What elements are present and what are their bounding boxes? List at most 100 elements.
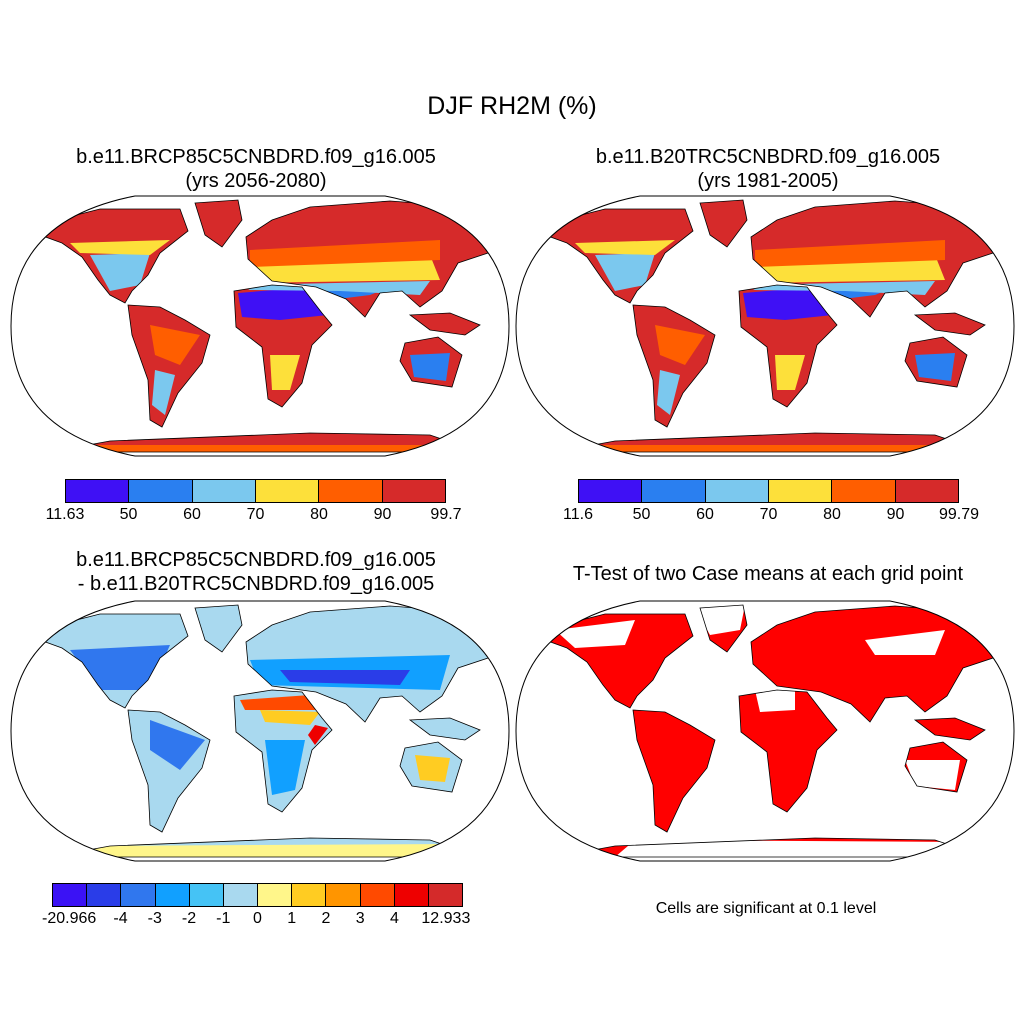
colorbar-label: 1 bbox=[287, 910, 297, 927]
colorbar-label: 80 bbox=[310, 506, 328, 523]
value-region bbox=[743, 287, 833, 320]
map-panel-4 bbox=[515, 600, 1015, 862]
panel1-title-line1: b.e11.BRCP85C5CNBDRD.f09_g16.005 bbox=[76, 146, 436, 168]
value-region bbox=[240, 695, 315, 710]
value-region bbox=[755, 240, 945, 267]
map-boundary bbox=[515, 600, 1015, 862]
coastline-australia bbox=[399, 741, 463, 793]
coastline-namerica bbox=[544, 208, 694, 304]
land-seasia bbox=[915, 718, 985, 740]
colorbar-box bbox=[192, 480, 256, 502]
colorbar-label: 70 bbox=[759, 506, 778, 523]
value-region bbox=[308, 725, 328, 745]
colorbar-box bbox=[428, 884, 463, 906]
colorbar-box bbox=[579, 480, 643, 502]
coastline-namerica bbox=[544, 613, 694, 709]
land-greenland bbox=[195, 200, 242, 247]
colorbar-box bbox=[326, 884, 361, 906]
colorbar-box bbox=[258, 884, 293, 906]
colorbar-box bbox=[832, 480, 896, 502]
colorbar-box bbox=[319, 480, 383, 502]
colorbar-box bbox=[223, 884, 259, 906]
colorbar-label: 12.933 bbox=[421, 910, 471, 927]
colorbar-label: 99.79 bbox=[938, 506, 980, 523]
colorbar-box bbox=[87, 884, 122, 906]
value-region bbox=[750, 255, 945, 283]
colorbar-2 bbox=[578, 479, 959, 503]
value-region bbox=[238, 287, 328, 320]
value-region bbox=[265, 740, 305, 795]
colorbar-label: 80 bbox=[823, 506, 841, 523]
value-region bbox=[865, 630, 945, 655]
colorbar-label: 99.7 bbox=[430, 506, 462, 523]
panel3-title: b.e11.BRCP85C5CNBDRD.f09_g16.005 - b.e11… bbox=[76, 548, 436, 596]
colorbar-box bbox=[382, 480, 445, 502]
colorbar-box bbox=[292, 884, 327, 906]
value-region bbox=[555, 620, 635, 648]
land-seasia bbox=[410, 313, 480, 335]
colorbar-box bbox=[705, 480, 769, 502]
colorbar-label: 90 bbox=[373, 506, 392, 523]
land-samerica bbox=[633, 305, 715, 427]
value-region bbox=[70, 240, 170, 255]
coastline-samerica bbox=[632, 304, 716, 428]
land-greenland bbox=[195, 605, 242, 652]
panel3-title-line1: b.e11.BRCP85C5CNBDRD.f09_g16.005 bbox=[76, 549, 436, 571]
colorbar-label: 2 bbox=[321, 910, 331, 927]
colorbar-label: 60 bbox=[183, 506, 201, 523]
coastline-seasia bbox=[913, 717, 986, 741]
value-region bbox=[250, 240, 440, 267]
coastline-africa bbox=[738, 284, 838, 408]
significance-note: Cells are significant at 0.1 level bbox=[655, 900, 877, 917]
colorbar-label: 4 bbox=[390, 910, 399, 927]
panel3-title-line2: - b.e11.B20TRC5CNBDRD.f09_g16.005 bbox=[77, 573, 435, 595]
land-africa bbox=[739, 690, 837, 812]
colorbar-3 bbox=[52, 883, 463, 907]
coastline-africa bbox=[233, 284, 333, 408]
colorbar-1 bbox=[65, 479, 446, 503]
value-region bbox=[657, 370, 680, 415]
panel1-title-line2: (yrs 2056-2080) bbox=[185, 170, 327, 192]
value-region bbox=[775, 355, 805, 390]
colorbar-box bbox=[53, 884, 88, 906]
value-region bbox=[915, 353, 955, 381]
colorbar-label: -3 bbox=[147, 910, 162, 927]
value-region bbox=[245, 255, 440, 283]
coastline-eurasia bbox=[245, 200, 503, 318]
colorbar-box bbox=[642, 480, 706, 502]
value-region bbox=[70, 645, 170, 690]
value-region bbox=[150, 720, 205, 770]
colorbar-label: -1 bbox=[216, 910, 231, 927]
value-region bbox=[595, 253, 655, 291]
coastline-australia bbox=[904, 336, 968, 388]
coastline-greenland bbox=[194, 604, 243, 653]
colorbar-box bbox=[155, 884, 190, 906]
value-region bbox=[415, 755, 450, 782]
coastline-seasia bbox=[408, 312, 481, 336]
panel4-title: T-Test of two Case means at each grid po… bbox=[573, 562, 963, 586]
colorbar-box bbox=[768, 480, 833, 502]
value-region bbox=[615, 840, 985, 857]
panel2-title-line1: b.e11.B20TRC5CNBDRD.f09_g16.005 bbox=[595, 146, 941, 168]
colorbar-box bbox=[394, 884, 429, 906]
value-region bbox=[695, 605, 745, 635]
value-region bbox=[150, 325, 200, 365]
colorbar-box bbox=[66, 480, 130, 502]
coastline-seasia bbox=[913, 312, 986, 336]
colorbar-label: -20.966 bbox=[41, 910, 97, 927]
value-region bbox=[555, 445, 985, 452]
coastline-australia bbox=[904, 741, 968, 793]
colorbar-label: 11.63 bbox=[45, 506, 85, 523]
value-region bbox=[280, 670, 410, 685]
colorbar-box bbox=[129, 480, 193, 502]
value-region bbox=[260, 710, 320, 725]
panel4-title-line1: T-Test of two Case means at each grid po… bbox=[572, 563, 964, 585]
figure-title: DJF RH2M (%) bbox=[427, 92, 597, 120]
coastline-samerica bbox=[632, 709, 716, 833]
colorbar-box bbox=[189, 884, 224, 906]
value-region bbox=[152, 370, 175, 415]
value-region bbox=[270, 355, 300, 390]
coastline-samerica bbox=[127, 709, 211, 833]
coastline-seasia bbox=[408, 717, 481, 741]
coastline-namerica bbox=[39, 613, 189, 709]
